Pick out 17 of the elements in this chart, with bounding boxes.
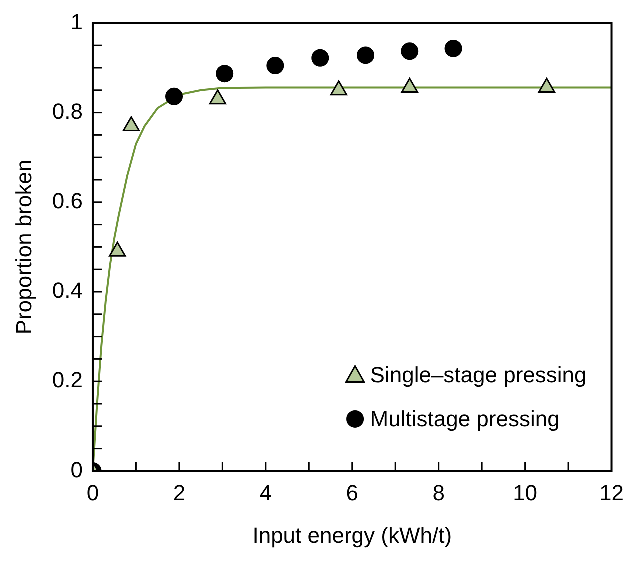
y-tick-label: 0.6 <box>52 188 83 214</box>
x-tick-label: 8 <box>432 480 445 506</box>
y-axis-title: Proportion broken <box>11 160 36 335</box>
x-tick-label: 12 <box>600 480 624 506</box>
y-tick-label: 0 <box>70 457 83 482</box>
y-tick-label: 0.8 <box>52 98 83 124</box>
y-tick-label: 0.4 <box>52 278 83 304</box>
x-tick-label: 10 <box>513 480 538 506</box>
x-tick-label: 6 <box>346 480 358 506</box>
x-axis-title: Input energy (kWh/t) <box>252 522 452 548</box>
x-tick-label: 4 <box>260 480 272 506</box>
y-tick-label: 0.2 <box>52 368 83 393</box>
legend-label: Multistage pressing <box>370 406 560 432</box>
x-tick-label: 0 <box>86 480 100 506</box>
y-tick-label: 1 <box>70 9 83 34</box>
legend-label: Single–stage pressing <box>370 362 587 388</box>
x-tick-label: 2 <box>173 480 186 506</box>
